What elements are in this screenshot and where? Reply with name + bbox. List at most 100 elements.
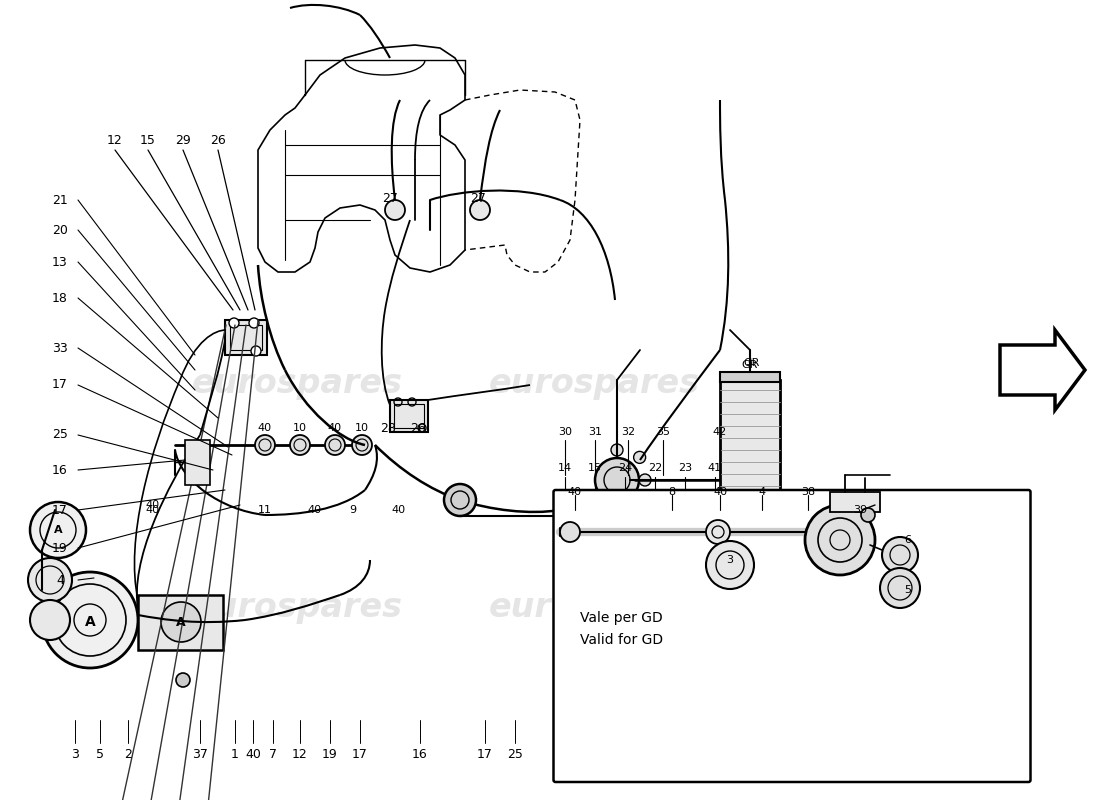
Text: 36: 36 (672, 749, 688, 762)
Bar (230, 325, 262, 350)
Circle shape (42, 572, 138, 668)
Text: 40: 40 (568, 487, 582, 497)
FancyBboxPatch shape (553, 490, 1031, 782)
Bar (830, 492, 880, 512)
Text: 19: 19 (52, 542, 68, 554)
Circle shape (251, 346, 261, 356)
Text: 2: 2 (124, 749, 132, 762)
Text: 42: 42 (713, 427, 727, 437)
Circle shape (880, 568, 920, 608)
Text: eurospares: eurospares (488, 591, 700, 625)
Text: 5: 5 (96, 749, 104, 762)
Bar (185, 440, 210, 485)
Circle shape (632, 495, 645, 507)
Text: 10: 10 (355, 423, 368, 433)
Bar (138, 595, 223, 650)
Text: 8: 8 (669, 487, 675, 497)
Circle shape (229, 318, 239, 328)
Text: 17: 17 (52, 378, 68, 391)
Circle shape (176, 673, 190, 687)
Text: 32: 32 (620, 427, 635, 437)
Text: 43: 43 (702, 749, 718, 762)
Circle shape (595, 458, 639, 502)
Text: 40: 40 (245, 749, 261, 762)
Text: 4: 4 (758, 487, 766, 497)
Text: 40: 40 (713, 487, 727, 497)
Text: 31: 31 (588, 427, 602, 437)
Text: 22: 22 (648, 463, 662, 473)
Text: 3: 3 (72, 749, 79, 762)
Polygon shape (1000, 330, 1085, 410)
Text: A: A (54, 525, 63, 535)
Circle shape (706, 541, 754, 589)
Text: 9: 9 (350, 505, 356, 515)
Text: 18: 18 (597, 749, 613, 762)
Text: 30: 30 (558, 427, 572, 437)
Text: 17: 17 (52, 503, 68, 517)
Text: 25: 25 (507, 749, 522, 762)
Text: 26: 26 (410, 422, 426, 434)
Text: 16: 16 (412, 749, 428, 762)
Text: 37: 37 (192, 749, 208, 762)
Text: 20: 20 (52, 223, 68, 237)
Text: 18: 18 (52, 291, 68, 305)
Text: 6: 6 (904, 535, 912, 545)
Text: GR: GR (744, 358, 760, 368)
Text: 17: 17 (477, 749, 493, 762)
Text: 10: 10 (293, 423, 307, 433)
Text: 3: 3 (726, 555, 734, 565)
Text: 15: 15 (140, 134, 156, 146)
Circle shape (634, 451, 646, 463)
Text: 7: 7 (270, 749, 277, 762)
Circle shape (30, 600, 70, 640)
Text: 40: 40 (308, 505, 322, 515)
Bar (226, 320, 267, 355)
Text: 26: 26 (210, 134, 225, 146)
Text: 28: 28 (381, 422, 396, 434)
Circle shape (444, 484, 476, 516)
Text: 20: 20 (627, 749, 642, 762)
Bar (720, 380, 780, 535)
Text: GR: GR (741, 360, 758, 370)
Text: 40: 40 (257, 423, 272, 433)
Text: 38: 38 (801, 487, 815, 497)
Text: 17: 17 (352, 749, 367, 762)
Circle shape (706, 520, 730, 544)
Text: 19: 19 (322, 749, 338, 762)
Text: 25: 25 (52, 429, 68, 442)
Text: 23: 23 (678, 463, 692, 473)
Text: 4: 4 (56, 574, 64, 586)
Text: 27: 27 (382, 191, 398, 205)
Circle shape (470, 200, 490, 220)
Text: 40: 40 (145, 500, 160, 510)
Text: 11: 11 (258, 505, 272, 515)
Text: 41: 41 (708, 463, 722, 473)
Text: Vale per GD: Vale per GD (580, 611, 662, 625)
Circle shape (161, 602, 201, 642)
Circle shape (861, 508, 875, 522)
Text: 27: 27 (470, 191, 486, 205)
Circle shape (882, 537, 918, 573)
Circle shape (249, 318, 258, 328)
Circle shape (560, 522, 580, 542)
Text: eurospares: eurospares (191, 591, 403, 625)
Circle shape (290, 435, 310, 455)
Bar (390, 400, 428, 432)
Bar (720, 372, 780, 382)
Circle shape (255, 435, 275, 455)
Circle shape (805, 505, 874, 575)
Text: Valid for GD: Valid for GD (580, 633, 663, 647)
Circle shape (352, 435, 372, 455)
Text: 34: 34 (735, 749, 751, 762)
Text: 15: 15 (588, 463, 602, 473)
Circle shape (28, 558, 72, 602)
Text: 21: 21 (649, 749, 664, 762)
Text: A: A (85, 615, 96, 629)
Bar (394, 404, 424, 428)
Text: 1: 1 (231, 749, 239, 762)
Circle shape (639, 474, 651, 486)
Text: eurospares: eurospares (191, 367, 403, 401)
Text: 33: 33 (52, 342, 68, 354)
Text: 40: 40 (145, 505, 160, 515)
Text: A: A (176, 615, 186, 629)
